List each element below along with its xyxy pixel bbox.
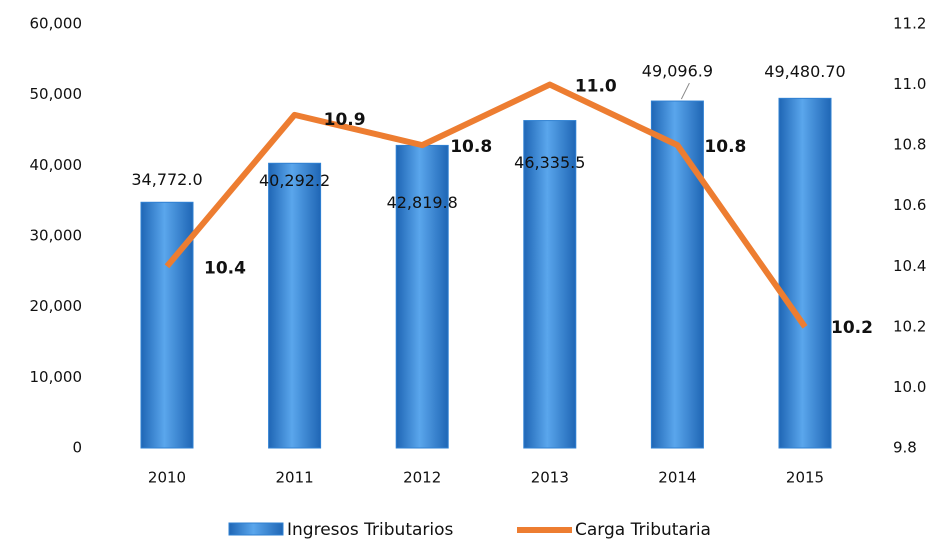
- y2-tick-label: 10.2: [893, 317, 926, 335]
- y2-tick-label: 10.0: [893, 378, 926, 396]
- y2-tick-label: 10.4: [893, 257, 926, 275]
- bar: [268, 162, 322, 449]
- leader-line: [680, 82, 690, 100]
- legend-label: Carga Tributaria: [575, 520, 711, 540]
- y-tick-label: 60,000: [30, 15, 83, 33]
- bar-value-label: 40,292.2: [259, 171, 330, 190]
- bar: [395, 144, 449, 449]
- x-tick-label: 2015: [786, 469, 824, 487]
- y2-tick-label: 10.8: [893, 136, 926, 154]
- bar-value-label: 49,480.70: [764, 62, 845, 81]
- y2-tick-label: 11.2: [893, 15, 926, 33]
- y-tick-label: 20,000: [30, 297, 83, 315]
- line-value-label: 10.9: [324, 110, 366, 130]
- line-value-label: 10.8: [704, 137, 746, 157]
- y2-tick-label: 11.0: [893, 75, 926, 93]
- line-value-label: 10.4: [204, 258, 246, 278]
- bar: [778, 97, 832, 449]
- y-tick-label: 40,000: [30, 156, 83, 174]
- bar: [140, 201, 194, 449]
- y2-tick-label: 9.8: [893, 439, 917, 457]
- bar-value-label: 42,819.8: [387, 193, 458, 212]
- x-tick-label: 2014: [658, 469, 696, 487]
- y-tick-label: 30,000: [30, 227, 83, 245]
- y-tick-label: 50,000: [30, 85, 83, 103]
- line-value-label: 10.2: [831, 318, 873, 338]
- y-tick-label: 10,000: [30, 368, 83, 386]
- x-tick-label: 2011: [276, 469, 314, 487]
- bar: [523, 120, 577, 449]
- y-tick-label: 0: [72, 439, 82, 457]
- legend-swatch: [228, 522, 284, 536]
- bar-value-label: 34,772.0: [131, 170, 202, 189]
- x-tick-label: 2010: [148, 469, 186, 487]
- x-tick-label: 2012: [403, 469, 441, 487]
- line-value-label: 10.8: [450, 137, 492, 157]
- bar-value-label: 49,096.9: [642, 62, 713, 81]
- legend-label: Ingresos Tributarios: [287, 520, 454, 540]
- line-value-label: 11.0: [575, 77, 617, 97]
- bar: [650, 100, 704, 449]
- line: [164, 81, 808, 329]
- bar-value-label: 46,335.5: [514, 153, 585, 172]
- x-tick-label: 2013: [531, 469, 569, 487]
- y2-tick-label: 10.6: [893, 196, 926, 214]
